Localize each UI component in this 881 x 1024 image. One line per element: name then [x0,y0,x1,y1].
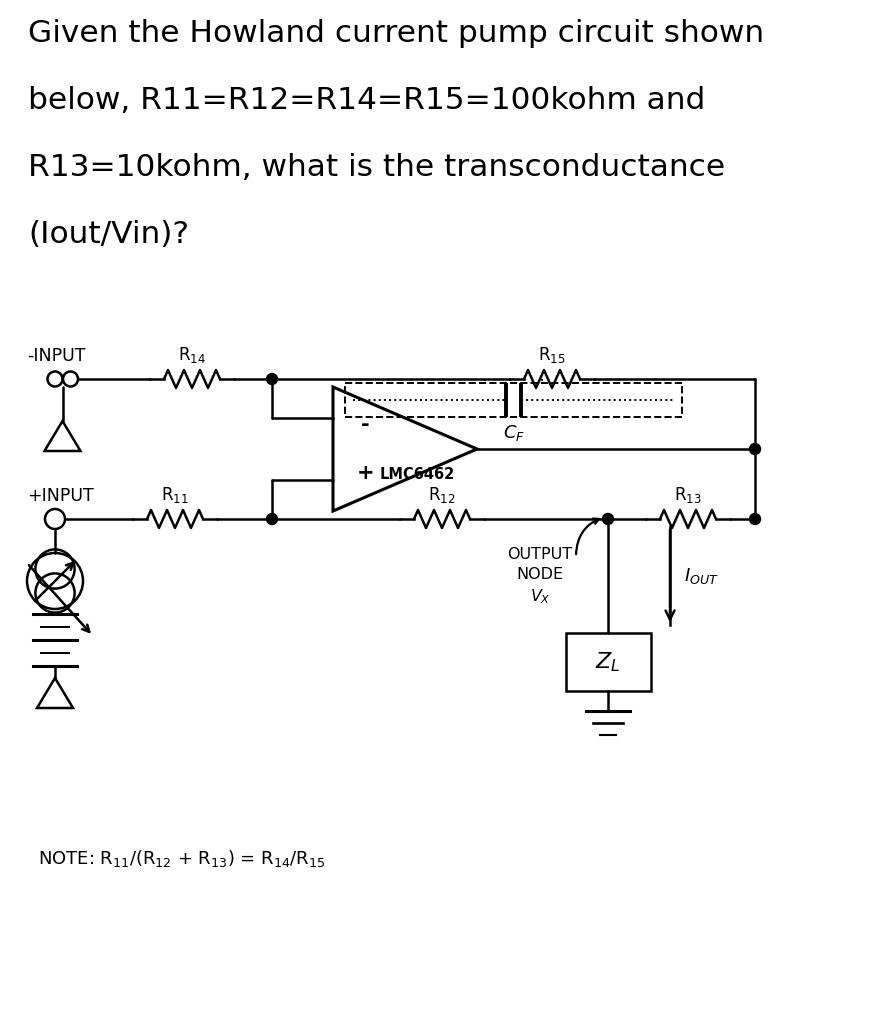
Circle shape [266,374,278,384]
Circle shape [750,513,760,524]
Text: R$_{14}$: R$_{14}$ [178,345,206,365]
Text: $C_F$: $C_F$ [502,423,524,443]
Bar [566,633,650,691]
Text: R$_{15}$: R$_{15}$ [538,345,566,365]
Text: (Iout/Vin)?: (Iout/Vin)? [28,220,189,249]
Text: R$_{12}$: R$_{12}$ [428,485,455,505]
Text: R$_{11}$: R$_{11}$ [161,485,189,505]
Text: OUTPUT
NODE
$V_X$: OUTPUT NODE $V_X$ [507,547,573,606]
Bar [345,383,682,417]
Text: -: - [361,416,370,435]
Text: -INPUT: -INPUT [27,347,85,365]
Text: LMC6462: LMC6462 [380,467,455,482]
Circle shape [603,513,613,524]
Circle shape [750,443,760,455]
Text: $Z_L$: $Z_L$ [596,650,621,674]
Circle shape [266,513,278,524]
Text: NOTE: R$_{11}$/(R$_{12}$ + R$_{13}$) = R$_{14}$/R$_{15}$: NOTE: R$_{11}$/(R$_{12}$ + R$_{13}$) = R… [38,848,325,869]
Text: $I_{OUT}$: $I_{OUT}$ [684,566,719,586]
Text: +INPUT: +INPUT [27,487,93,505]
Text: R$_{13}$: R$_{13}$ [674,485,702,505]
Text: below, R11=R12=R14=R15=100kohm and: below, R11=R12=R14=R15=100kohm and [28,86,706,115]
Text: +: + [357,463,374,482]
Text: Given the Howland current pump circuit shown: Given the Howland current pump circuit s… [28,19,764,48]
Text: R13=10kohm, what is the transconductance: R13=10kohm, what is the transconductance [28,153,725,182]
